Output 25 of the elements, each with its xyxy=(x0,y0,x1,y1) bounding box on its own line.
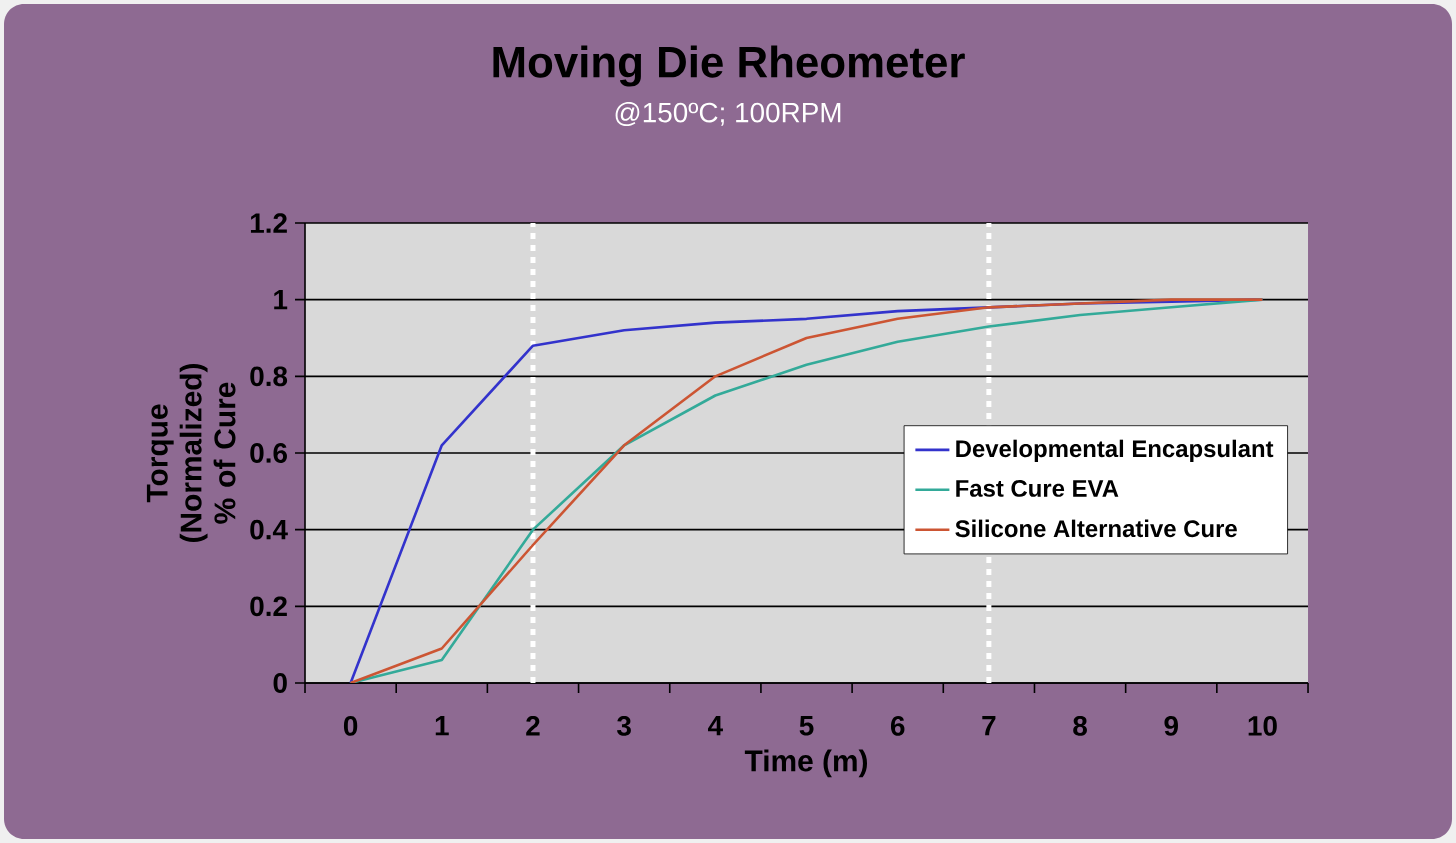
x-tick-label: 5 xyxy=(799,716,814,736)
chart-subtitle: @150ºC; 100RPM xyxy=(615,101,841,127)
y-tick-label: 1 xyxy=(274,290,288,310)
x-tick-label: 0 xyxy=(343,716,358,736)
x-tick-label: 4 xyxy=(708,716,723,736)
y-tick-label: 0.8 xyxy=(250,366,288,387)
y-tick-label: 1.2 xyxy=(250,213,287,233)
x-tick-label: 2 xyxy=(526,716,540,736)
legend-label: Fast Cure EVA xyxy=(956,479,1119,497)
x-tick-label: 7 xyxy=(982,716,996,736)
x-tick-label: 10 xyxy=(1248,716,1277,736)
x-tick-label: 6 xyxy=(890,716,905,736)
legend-label: Silicone Alternative Cure xyxy=(955,519,1237,538)
x-tick-label: 9 xyxy=(1164,716,1178,736)
x-tick-label: 3 xyxy=(617,716,631,736)
y-tick-label: 0.6 xyxy=(250,443,287,463)
x-tick-label: 8 xyxy=(1073,716,1087,736)
y-tick-label: 0.4 xyxy=(250,519,288,540)
y-tick-label: 0.2 xyxy=(250,596,287,617)
legend-label: Developmental Encapsulant xyxy=(956,439,1274,462)
chart-title: Moving Die Rheometer xyxy=(493,45,965,87)
x-axis-title: Time (m) xyxy=(744,749,868,778)
y-axis-title: Torque (Normalized) % of Cure xyxy=(146,363,236,542)
x-tick-label: 1 xyxy=(435,716,449,736)
y-tick-label: 0 xyxy=(273,673,287,693)
